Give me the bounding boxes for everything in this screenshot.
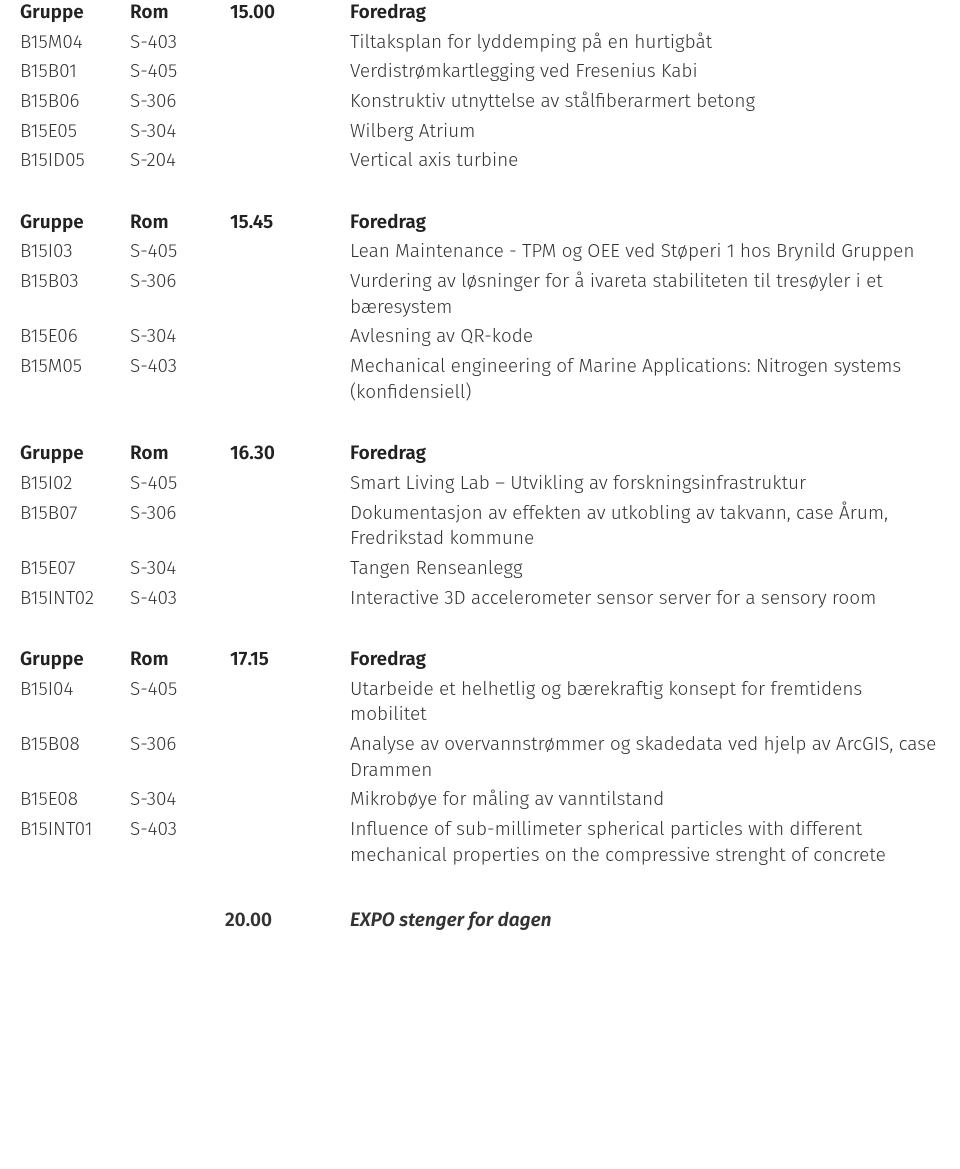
group-code: B15B01	[20, 59, 130, 85]
schedule-section: GruppeRom16.30Foredrag B15I02S-405 Smart L…	[20, 441, 940, 611]
table-row: B15M04S-403 Tiltaksplan for lyddemping på…	[20, 30, 940, 56]
lecture-title: Mikrobøye for måling av vanntilstand	[350, 787, 940, 813]
section-header: GruppeRom17.15Foredrag	[20, 647, 940, 673]
table-row: B15E05S-304 Wilberg Atrium	[20, 119, 940, 145]
section-header: GruppeRom16.30Foredrag	[20, 441, 940, 467]
header-time: 17.15	[230, 647, 350, 673]
lecture-title: Vurdering av løsninger for å ivareta sta…	[350, 269, 940, 320]
lecture-title: Tiltaksplan for lyddemping på en hurtigb…	[350, 30, 940, 56]
header-room: Rom	[130, 441, 230, 467]
group-code: B15INT01	[20, 817, 130, 843]
room-code: S-306	[130, 269, 230, 295]
header-room: Rom	[130, 647, 230, 673]
group-code: B15E05	[20, 119, 130, 145]
table-row: B15I04S-405 Utarbeide et helhetlig og bær…	[20, 677, 940, 728]
section-header: GruppeRom15.00Foredrag	[20, 0, 940, 26]
header-text: Foredrag	[350, 0, 940, 26]
room-code: S-405	[130, 471, 230, 497]
room-code: S-403	[130, 354, 230, 380]
lecture-title: Interactive 3D accelerometer sensor serv…	[350, 586, 940, 612]
sections-container: GruppeRom15.00ForedragB15M04S-403Tiltaks…	[20, 0, 940, 868]
table-row: B15B07S-306 Dokumentasjon av effekten av …	[20, 501, 940, 552]
room-code: S-306	[130, 89, 230, 115]
header-group: Gruppe	[20, 441, 130, 467]
group-code: B15I02	[20, 471, 130, 497]
room-code: S-405	[130, 677, 230, 703]
room-code: S-306	[130, 732, 230, 758]
lecture-title: Dokumentasjon av effekten av utkobling a…	[350, 501, 940, 552]
group-code: B15INT02	[20, 586, 130, 612]
table-row: B15I03S-405 Lean Maintenance - TPM og OEE…	[20, 239, 940, 265]
header-group: Gruppe	[20, 0, 130, 26]
room-code: S-304	[130, 324, 230, 350]
header-text: Foredrag	[350, 441, 940, 467]
header-room: Rom	[130, 210, 230, 236]
table-row: B15INT02S-403 Interactive 3D acceleromete…	[20, 586, 940, 612]
room-code: S-403	[130, 817, 230, 843]
footer-text: EXPO stenger for dagen	[350, 908, 940, 934]
table-row: B15ID05S-204 Vertical axis turbine	[20, 148, 940, 174]
schedule-section: GruppeRom17.15Foredrag B15I04S-405 Utarbei…	[20, 647, 940, 868]
group-code: B15B06	[20, 89, 130, 115]
schedule-section: GruppeRom15.00Foredrag B15M04S-403 Tiltaks…	[20, 0, 940, 174]
room-code: S-204	[130, 148, 230, 174]
lecture-title: Vertical axis turbine	[350, 148, 940, 174]
schedule-section: GruppeRom15.45Foredrag B15I03S-405 Lean Ma…	[20, 210, 940, 405]
lecture-title: Konstruktiv utnyttelse av stålfiberarmer…	[350, 89, 940, 115]
section-header: GruppeRom15.45Foredrag	[20, 210, 940, 236]
lecture-title: Verdistrømkartlegging ved Fresenius Kabi	[350, 59, 940, 85]
lecture-title: Tangen Renseanlegg	[350, 556, 940, 582]
lecture-title: Avlesning av QR-kode	[350, 324, 940, 350]
group-code: B15M04	[20, 30, 130, 56]
header-time: 16.30	[230, 441, 350, 467]
table-row: B15M05S-403 Mechanical engineering of Mar…	[20, 354, 940, 405]
room-code: S-405	[130, 59, 230, 85]
room-code: S-403	[130, 586, 230, 612]
lecture-title: Influence of sub-millimeter spherical pa…	[350, 817, 940, 868]
group-code: B15B07	[20, 501, 130, 527]
lecture-title: Mechanical engineering of Marine Applica…	[350, 354, 940, 405]
group-code: B15M05	[20, 354, 130, 380]
group-code: B15ID05	[20, 148, 130, 174]
lecture-title: Utarbeide et helhetlig og bærekraftig ko…	[350, 677, 940, 728]
header-group: Gruppe	[20, 647, 130, 673]
header-time: 15.00	[230, 0, 350, 26]
group-code: B15B08	[20, 732, 130, 758]
lecture-title: Lean Maintenance - TPM og OEE ved Støper…	[350, 239, 940, 265]
room-code: S-304	[130, 556, 230, 582]
lecture-title: Smart Living Lab – Utvikling av forsknin…	[350, 471, 940, 497]
table-row: B15B06S-306 Konstruktiv utnyttelse av stå…	[20, 89, 940, 115]
header-text: Foredrag	[350, 647, 940, 673]
group-code: B15I04	[20, 677, 130, 703]
table-row: B15E08S-304 Mikrobøye for måling av vannt…	[20, 787, 940, 813]
table-row: B15B01S-405 Verdistrømkartlegging ved Fre…	[20, 59, 940, 85]
table-row: B15E06S-304 Avlesning av QR-kode	[20, 324, 940, 350]
footer-row: 20.00 EXPO stenger for dagen	[20, 908, 940, 934]
room-code: S-405	[130, 239, 230, 265]
room-code: S-403	[130, 30, 230, 56]
table-row: B15E07S-304 Tangen Renseanlegg	[20, 556, 940, 582]
group-code: B15E08	[20, 787, 130, 813]
header-time: 15.45	[230, 210, 350, 236]
header-room: Rom	[130, 0, 230, 26]
room-code: S-304	[130, 787, 230, 813]
table-row: B15B03S-306 Vurdering av løsninger for å …	[20, 269, 940, 320]
table-row: B15I02S-405 Smart Living Lab – Utvikling …	[20, 471, 940, 497]
room-code: S-306	[130, 501, 230, 527]
group-code: B15E07	[20, 556, 130, 582]
group-code: B15E06	[20, 324, 130, 350]
room-code: S-304	[130, 119, 230, 145]
table-row: B15INT01S-403 Influence of sub-millimeter…	[20, 817, 940, 868]
table-row: B15B08S-306 Analyse av overvannstrømmer o…	[20, 732, 940, 783]
group-code: B15I03	[20, 239, 130, 265]
schedule-page: GruppeRom15.00ForedragB15M04S-403Tiltaks…	[0, 0, 960, 974]
lecture-title: Analyse av overvannstrømmer og skadedata…	[350, 732, 940, 783]
header-group: Gruppe	[20, 210, 130, 236]
header-text: Foredrag	[350, 210, 940, 236]
lecture-title: Wilberg Atrium	[350, 119, 940, 145]
footer-time: 20.00	[20, 908, 350, 934]
group-code: B15B03	[20, 269, 130, 295]
